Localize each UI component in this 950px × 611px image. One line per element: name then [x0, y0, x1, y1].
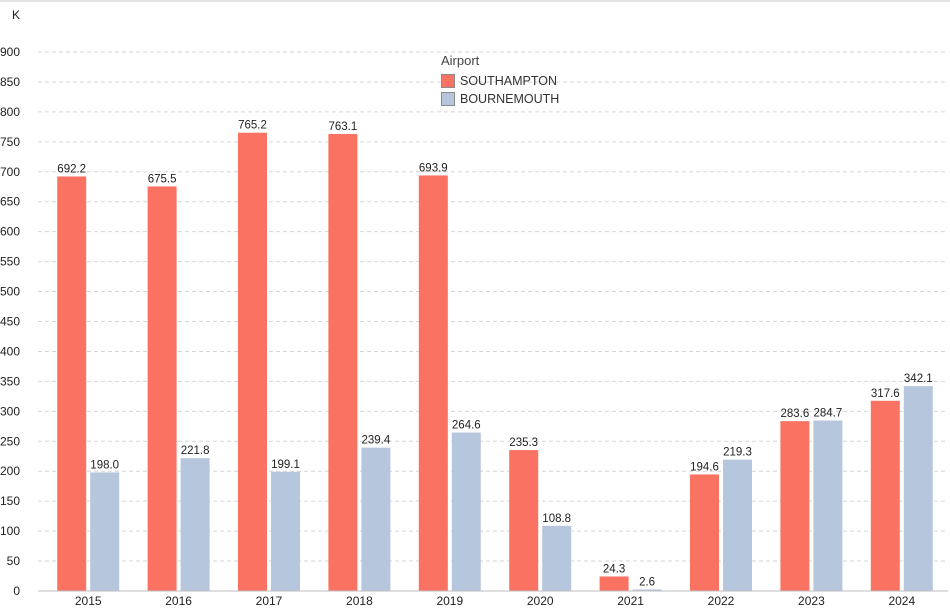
bar-southampton-2018[interactable] — [328, 133, 358, 591]
data-label-bournemouth-2015: 198.0 — [90, 459, 119, 471]
top-border — [0, 0, 950, 2]
bar-bournemouth-2016[interactable] — [180, 458, 210, 591]
bars — [57, 132, 933, 592]
x-tick-label: 2016 — [165, 594, 192, 608]
bar-southampton-2024[interactable] — [870, 400, 900, 591]
y-tick-label: 400 — [0, 344, 20, 358]
bar-southampton-2022[interactable] — [690, 474, 719, 591]
data-label-southampton-2022: 194.6 — [690, 461, 719, 473]
x-tick-label: 2022 — [708, 594, 735, 608]
data-label-southampton-2023: 283.6 — [781, 408, 810, 420]
data-label-bournemouth-2024: 342.1 — [904, 373, 933, 385]
x-tick-label: 2017 — [256, 594, 283, 608]
x-tick-label: 2023 — [798, 594, 825, 608]
bar-bournemouth-2024[interactable] — [903, 386, 933, 591]
y-tick-label: 500 — [0, 285, 20, 299]
legend-label-bournemouth: BOURNEMOUTH — [460, 92, 560, 106]
data-label-bournemouth-2023: 284.7 — [814, 407, 843, 419]
data-label-southampton-2019: 693.9 — [419, 162, 448, 174]
legend-swatch-bournemouth — [441, 92, 455, 106]
legend-item-bournemouth[interactable]: BOURNEMOUTH — [441, 90, 559, 108]
y-tick-label: 450 — [0, 315, 20, 329]
data-label-bournemouth-2019: 264.6 — [452, 420, 481, 432]
y-tick-label: 850 — [0, 75, 20, 89]
bar-southampton-2015[interactable] — [57, 176, 87, 592]
bar-southampton-2020[interactable] — [509, 450, 539, 591]
y-tick-label: 550 — [0, 255, 20, 269]
x-tick-label: 2021 — [617, 594, 644, 608]
y-tick-label: 150 — [0, 494, 20, 508]
bar-bournemouth-2021[interactable] — [632, 589, 662, 591]
bar-bournemouth-2023[interactable] — [813, 420, 843, 591]
x-tick-label: 2019 — [436, 594, 463, 608]
y-tick-label: 600 — [0, 225, 20, 239]
bar-bournemouth-2018[interactable] — [361, 447, 391, 591]
data-label-bournemouth-2018: 239.4 — [362, 435, 391, 447]
bar-bournemouth-2022[interactable] — [723, 459, 752, 591]
y-axis-ticks: 0 50 100 150 200 250 300 350 400 450 500 550 600 650 7… — [0, 45, 20, 598]
x-tick-label: 2015 — [75, 594, 102, 608]
data-label-southampton-2024: 317.6 — [871, 388, 900, 400]
y-tick-label: 800 — [0, 105, 20, 119]
bar-southampton-2023[interactable] — [780, 421, 810, 591]
y-tick-label: 200 — [0, 464, 20, 478]
y-tick-label: 50 — [7, 554, 21, 568]
y-tick-label: 650 — [0, 195, 20, 209]
y-tick-label: 750 — [0, 135, 20, 149]
data-label-southampton-2021: 24.3 — [603, 563, 625, 575]
bar-bournemouth-2015[interactable] — [90, 472, 120, 591]
legend-label-southampton: SOUTHAMPTON — [460, 74, 557, 88]
gridlines — [38, 51, 948, 562]
x-tick-label: 2024 — [888, 594, 915, 608]
legend: Airport SOUTHAMPTON BOURNEMOUTH — [441, 53, 559, 108]
x-tick-label: 2018 — [346, 594, 373, 608]
data-label-southampton-2020: 235.3 — [509, 437, 538, 449]
bar-bournemouth-2020[interactable] — [542, 525, 572, 591]
bar-bournemouth-2017[interactable] — [271, 471, 300, 591]
bar-southampton-2017[interactable] — [238, 132, 267, 591]
data-label-bournemouth-2022: 219.3 — [723, 447, 752, 459]
legend-title: Airport — [441, 53, 480, 68]
legend-item-southampton[interactable]: SOUTHAMPTON — [441, 72, 559, 90]
data-labels: 692.2 198.0 675.5 221.8 765.2 199.1 763.1 239.4… — [57, 120, 932, 589]
data-label-bournemouth-2016: 221.8 — [181, 445, 210, 457]
bar-southampton-2016[interactable] — [147, 186, 177, 591]
bar-southampton-2021[interactable] — [599, 576, 629, 591]
data-label-southampton-2017: 765.2 — [238, 120, 267, 132]
data-label-southampton-2015: 692.2 — [57, 163, 86, 175]
x-axis-ticks: 2015 2016 2017 2018 2019 2020 2021 2022 2023 2024 — [75, 594, 916, 608]
data-label-bournemouth-2017: 199.1 — [271, 459, 300, 471]
y-tick-label: 900 — [0, 45, 20, 59]
data-label-bournemouth-2021: 2.6 — [639, 576, 655, 588]
bar-southampton-2019[interactable] — [418, 175, 448, 591]
bar-bournemouth-2019[interactable] — [451, 432, 481, 591]
y-tick-label: 0 — [13, 584, 20, 598]
y-tick-label: 700 — [0, 165, 20, 179]
y-axis-unit-label: K — [12, 8, 20, 22]
y-tick-label: 250 — [0, 434, 20, 448]
y-tick-label: 300 — [0, 404, 20, 418]
data-label-bournemouth-2020: 108.8 — [542, 513, 571, 525]
y-tick-label: 350 — [0, 374, 20, 388]
data-label-southampton-2016: 675.5 — [148, 173, 177, 185]
legend-swatch-southampton — [441, 74, 455, 88]
data-label-southampton-2018: 763.1 — [329, 121, 358, 133]
y-tick-label: 100 — [0, 524, 20, 538]
x-tick-label: 2020 — [527, 594, 554, 608]
